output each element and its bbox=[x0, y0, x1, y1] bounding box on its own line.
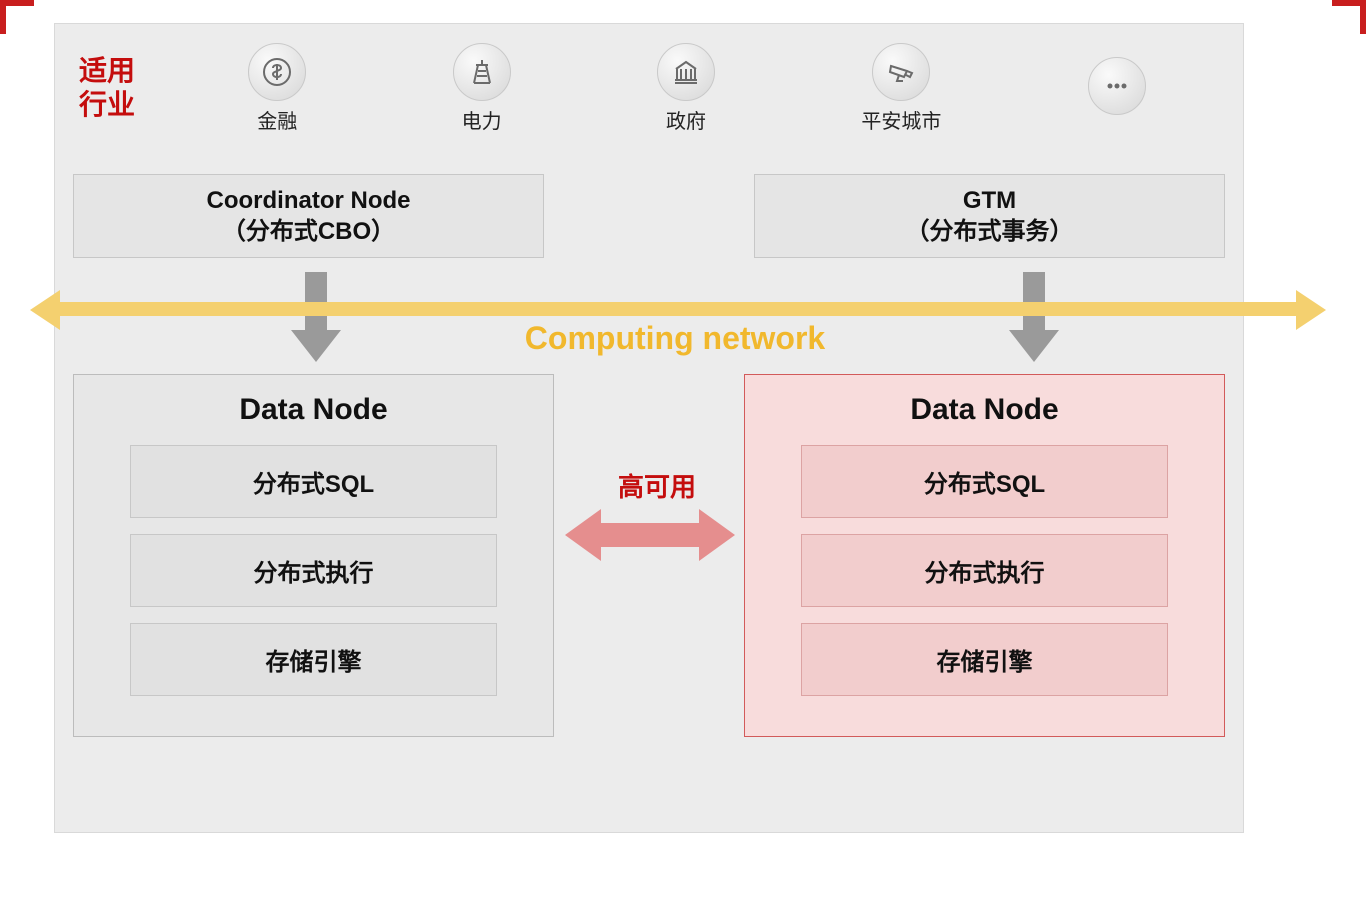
industry-title-line1: 适用 bbox=[79, 54, 135, 88]
tower-icon bbox=[453, 43, 511, 101]
ha-label: 高可用 bbox=[618, 467, 696, 504]
industry-label-gov: 政府 bbox=[666, 105, 706, 134]
data-node-left-item-1: 分布式执行 bbox=[130, 534, 497, 607]
data-node-right-item-2: 存储引擎 bbox=[801, 623, 1168, 696]
data-node-right: Data Node 分布式SQL 分布式执行 存储引擎 bbox=[744, 374, 1225, 737]
industry-item-gov: 政府 bbox=[657, 43, 715, 134]
corner-tl bbox=[0, 0, 34, 34]
dollar-icon bbox=[248, 43, 306, 101]
industry-label-power: 电力 bbox=[462, 105, 502, 134]
industry-item-power: 电力 bbox=[453, 43, 511, 134]
industry-title-line2: 行业 bbox=[79, 88, 135, 122]
gov-icon bbox=[657, 43, 715, 101]
data-node-right-item-0: 分布式SQL bbox=[801, 445, 1168, 518]
industry-title: 适用 行业 bbox=[79, 54, 135, 121]
diagram-canvas: 适用 行业 金融 bbox=[0, 0, 1366, 918]
coordinator-subtitle: （分布式CBO） bbox=[82, 216, 535, 247]
ha-arrow bbox=[565, 509, 735, 563]
industry-label-safecity: 平安城市 bbox=[861, 105, 941, 134]
industry-item-safecity: 平安城市 bbox=[861, 43, 941, 134]
main-panel: 适用 行业 金融 bbox=[54, 23, 1244, 833]
top-boxes: Coordinator Node （分布式CBO） GTM （分布式事务） bbox=[55, 152, 1243, 258]
data-node-right-item-1: 分布式执行 bbox=[801, 534, 1168, 607]
industry-item-finance: 金融 bbox=[248, 43, 306, 134]
gtm-title: GTM bbox=[763, 185, 1216, 216]
industry-bar: 适用 行业 金融 bbox=[55, 24, 1243, 152]
industry-item-more bbox=[1088, 57, 1146, 119]
data-node-left-item-2: 存储引擎 bbox=[130, 623, 497, 696]
coordinator-node-box: Coordinator Node （分布式CBO） bbox=[73, 174, 544, 258]
camera-icon bbox=[872, 43, 930, 101]
gtm-subtitle: （分布式事务） bbox=[763, 216, 1216, 247]
data-node-left-item-0: 分布式SQL bbox=[130, 445, 497, 518]
data-node-right-title: Data Node bbox=[771, 393, 1198, 427]
data-node-left: Data Node 分布式SQL 分布式执行 存储引擎 bbox=[73, 374, 554, 737]
corner-tr bbox=[1332, 0, 1366, 34]
dots-icon bbox=[1088, 57, 1146, 115]
computing-network-label: Computing network bbox=[400, 320, 950, 357]
industry-items: 金融 电力 政府 bbox=[175, 43, 1219, 134]
gtm-box: GTM （分布式事务） bbox=[754, 174, 1225, 258]
coordinator-title: Coordinator Node bbox=[82, 185, 535, 216]
data-node-left-title: Data Node bbox=[100, 393, 527, 427]
industry-label-finance: 金融 bbox=[257, 105, 297, 134]
